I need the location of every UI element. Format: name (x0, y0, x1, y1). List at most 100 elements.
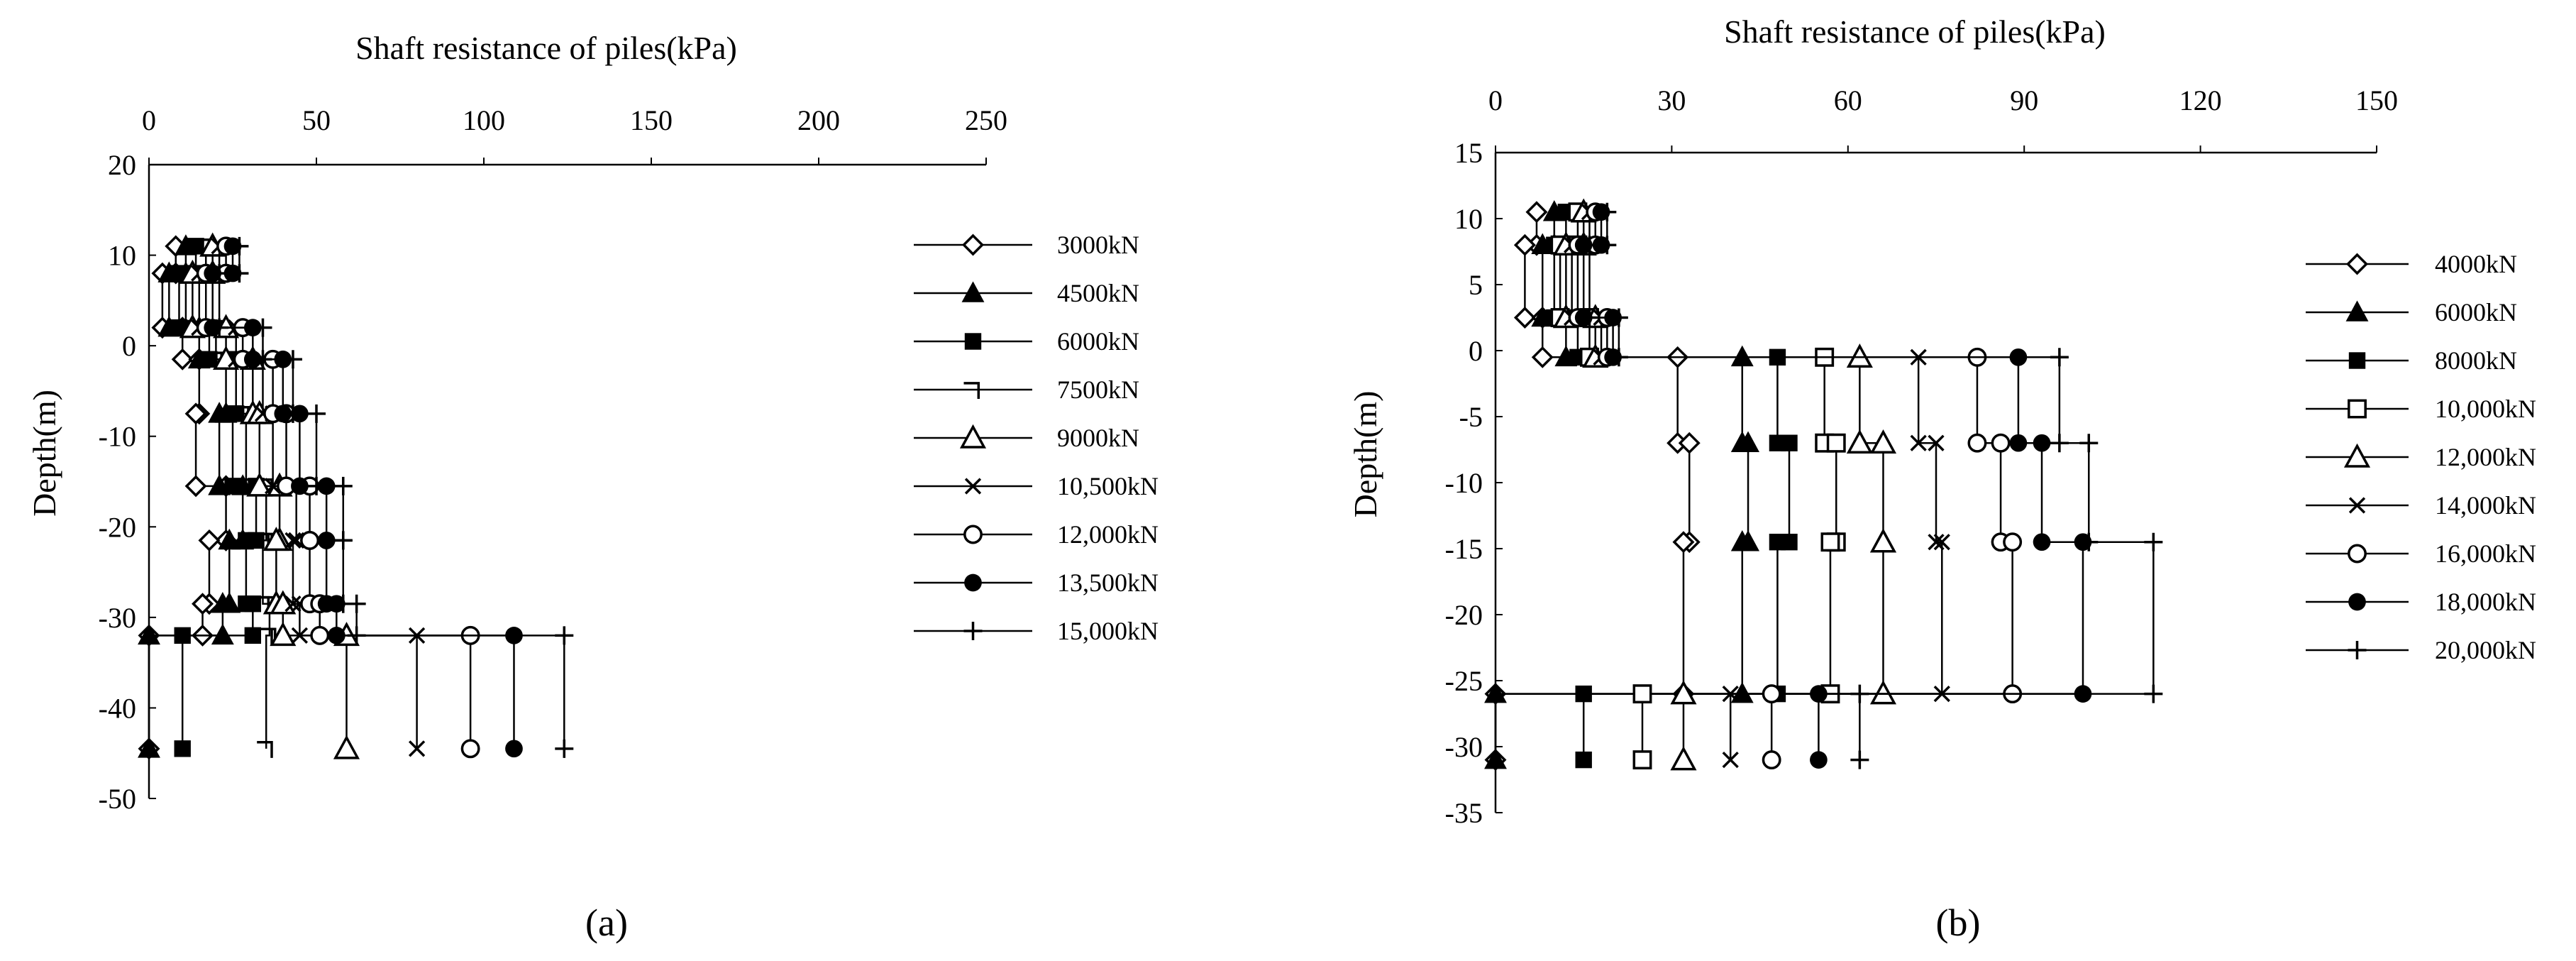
data-point-a-6 (310, 625, 330, 645)
data-point-b-3 (1826, 433, 1846, 453)
data-point-a-8 (210, 264, 229, 283)
data-point-a-1 (138, 737, 160, 758)
data-point-b-8 (2050, 434, 2069, 453)
data-point-b-2 (1575, 685, 1592, 703)
legend-marker-b-3 (2348, 399, 2367, 419)
data-point-b-8 (1609, 348, 1628, 367)
legend-label-a-0: 3000kN (1057, 231, 1139, 259)
data-point-b-6 (1762, 684, 1781, 704)
y-tick-label-a: 10 (108, 240, 136, 272)
data-point-b-4 (1846, 344, 1873, 368)
data-point-b-6 (1762, 750, 1781, 770)
data-point-a-4 (262, 527, 289, 551)
y-tick-label-b: -30 (1445, 731, 1483, 763)
data-point-a-5 (265, 478, 282, 495)
series-line-b-1 (1494, 212, 1749, 760)
data-point-b-8 (1598, 202, 1617, 221)
y-tick-label-a: 0 (122, 330, 136, 362)
data-point-a-0 (184, 475, 207, 498)
data-point-a-8 (555, 626, 574, 645)
data-point-a-7 (274, 405, 292, 423)
series-line-b-3 (1559, 212, 1837, 760)
legend-marker-a-3 (963, 382, 980, 399)
legend-marker-a-8 (963, 622, 983, 640)
x-tick-label-b: 60 (1834, 84, 1862, 116)
data-point-a-4 (246, 472, 273, 497)
x-tick-label-b: 120 (2179, 84, 2222, 116)
legend-marker-a-0 (962, 234, 984, 256)
data-point-b-8 (2079, 532, 2099, 551)
data-point-b-5 (1928, 434, 1945, 451)
series-line-a-8 (218, 246, 565, 749)
data-point-a-7 (317, 532, 336, 549)
data-point-a-5 (284, 595, 302, 613)
panel-label-b: (b) (1936, 901, 1981, 944)
data-point-a-4 (333, 735, 360, 759)
data-point-a-7 (505, 740, 523, 758)
series-b-6 (1568, 202, 2023, 770)
y-tick-label-a: 20 (108, 149, 136, 181)
data-point-b-8 (2050, 348, 2069, 367)
data-point-b-6 (2003, 532, 2023, 552)
y-tick-label-b: -25 (1445, 665, 1483, 697)
data-point-b-8 (2079, 434, 2099, 453)
data-point-a-8 (347, 594, 366, 613)
data-point-b-8 (1580, 236, 1599, 255)
legend-label-a-5: 10,500kN (1057, 472, 1159, 500)
data-point-a-2 (201, 351, 218, 368)
legend-label-a-8: 15,000kN (1057, 617, 1159, 645)
data-point-b-5 (1722, 751, 1739, 769)
data-point-a-7 (291, 477, 309, 495)
data-point-a-7 (327, 627, 346, 644)
legend-label-b-1: 6000kN (2435, 298, 2517, 326)
data-point-a-2 (174, 740, 191, 757)
legend-label-a-7: 13,500kN (1057, 569, 1159, 597)
data-point-b-8 (1850, 684, 1869, 703)
data-point-a-0 (198, 529, 221, 551)
x-tick-label-a: 250 (965, 104, 1007, 136)
y-tick-label-a: -40 (99, 692, 136, 724)
legend-label-a-6: 12,000kN (1057, 520, 1159, 549)
data-point-b-4 (1670, 680, 1697, 705)
data-point-a-2 (187, 238, 204, 255)
data-point-b-2 (1575, 751, 1592, 769)
legend-label-b-6: 16,000kN (2435, 539, 2536, 568)
x-tick-label-a: 200 (797, 104, 840, 136)
y-tick-label-b: 15 (1454, 137, 1483, 169)
data-point-b-2 (1781, 434, 1798, 451)
data-point-b-1 (1737, 431, 1759, 452)
y-tick-label-b: 10 (1454, 203, 1483, 235)
data-point-a-6 (300, 530, 320, 550)
data-point-a-8 (253, 350, 272, 369)
data-point-a-2 (244, 595, 262, 613)
data-point-a-8 (230, 236, 249, 256)
data-point-a-5 (284, 532, 302, 549)
data-point-b-8 (1850, 750, 1869, 769)
legend-label-b-8: 20,000kN (2435, 636, 2536, 664)
y-tick-label-b: 0 (1469, 335, 1483, 367)
x-tick-label-b: 0 (1488, 84, 1503, 116)
series-line-b-2 (1553, 212, 1791, 760)
legend-marker-b-8 (2348, 641, 2367, 659)
legend-label-b-3: 10,000kN (2435, 395, 2536, 423)
data-point-a-2 (224, 405, 241, 422)
data-point-a-0 (192, 593, 214, 615)
y-tick-label-b: 5 (1469, 269, 1483, 301)
data-point-b-0 (1678, 432, 1701, 454)
data-point-a-6 (460, 739, 480, 759)
data-point-a-1 (208, 402, 231, 423)
series-b-3 (1550, 202, 1846, 770)
data-point-b-4 (1670, 746, 1697, 771)
y-tick-label-b: -20 (1445, 599, 1483, 631)
legend-marker-a-5 (964, 478, 982, 495)
data-point-b-7 (2033, 533, 2051, 551)
data-point-a-0 (171, 348, 194, 370)
series-line-b-0 (1494, 212, 1691, 760)
data-point-b-1 (1484, 681, 1507, 703)
data-point-a-2 (224, 478, 241, 495)
data-point-a-5 (408, 740, 426, 757)
data-point-b-4 (1846, 429, 1873, 454)
x-axis-title-a: Shaft resistance of piles(kPa) (355, 30, 737, 66)
series-line-b-7 (1582, 212, 2084, 760)
